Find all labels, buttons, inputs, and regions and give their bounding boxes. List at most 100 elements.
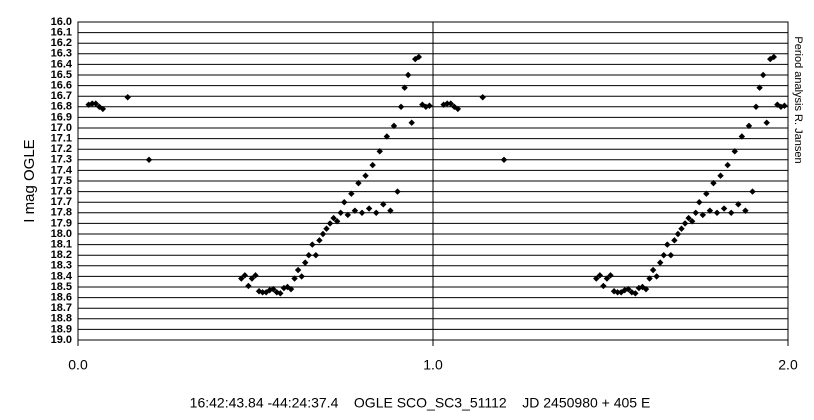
data-point xyxy=(309,241,316,248)
data-point xyxy=(270,285,277,293)
data-point xyxy=(383,133,391,140)
data-point xyxy=(671,237,678,244)
y-tick-label: 17.8 xyxy=(51,207,72,219)
data-point xyxy=(404,71,412,79)
y-tick-label: 18.3 xyxy=(51,260,72,272)
data-point xyxy=(444,100,451,107)
y-axis-title: I mag OGLE xyxy=(21,139,38,222)
data-point xyxy=(731,148,738,155)
y-tick-label: 18.5 xyxy=(51,281,72,293)
data-point xyxy=(699,211,706,219)
y-tick-label: 16.3 xyxy=(51,48,72,60)
y-tick-label: 16.6 xyxy=(51,80,72,92)
data-point xyxy=(351,207,359,214)
data-point xyxy=(248,275,256,282)
y-tick-label: 16.8 xyxy=(51,101,72,113)
data-point xyxy=(632,290,639,297)
data-point xyxy=(291,275,298,282)
x-tick-label: 2.0 xyxy=(778,357,798,373)
data-point xyxy=(688,218,696,225)
data-point xyxy=(728,209,735,216)
data-point xyxy=(415,53,422,61)
data-point xyxy=(759,71,767,79)
data-point xyxy=(397,103,405,110)
data-point xyxy=(362,172,369,179)
data-point xyxy=(752,103,760,110)
data-point xyxy=(735,201,742,208)
y-tick-label: 18.4 xyxy=(51,270,73,282)
data-point xyxy=(593,275,600,282)
data-point xyxy=(252,272,259,279)
data-point xyxy=(326,220,334,227)
data-point xyxy=(614,289,621,296)
data-point xyxy=(653,273,660,280)
y-tick-label: 16.7 xyxy=(51,90,72,102)
data-point xyxy=(781,102,788,109)
y-tick-label: 16.0 xyxy=(51,16,72,28)
data-point xyxy=(600,282,607,290)
y-tick-label: 19.0 xyxy=(51,334,72,346)
y-tick-label: 17.6 xyxy=(51,186,72,198)
data-point xyxy=(706,207,714,214)
data-point xyxy=(312,252,320,259)
data-point xyxy=(720,205,728,212)
data-point xyxy=(145,156,153,163)
y-tick-label: 17.7 xyxy=(51,196,72,208)
y-tick-label: 17.4 xyxy=(51,164,73,176)
y-tick-label: 18.2 xyxy=(51,249,72,261)
data-point xyxy=(454,105,462,113)
data-point xyxy=(696,199,703,206)
data-point xyxy=(316,237,323,244)
data-point xyxy=(667,252,675,259)
data-point xyxy=(369,161,376,169)
data-point xyxy=(390,122,398,130)
data-point xyxy=(777,103,785,110)
data-point xyxy=(380,201,387,208)
data-point xyxy=(738,133,746,140)
data-point xyxy=(610,288,618,295)
data-point xyxy=(625,285,632,293)
data-point xyxy=(365,205,373,212)
data-point xyxy=(703,190,710,197)
y-tick-label: 16.4 xyxy=(51,58,73,70)
data-point xyxy=(344,211,351,219)
data-point xyxy=(710,179,717,187)
data-point xyxy=(376,148,383,155)
side-note: Period analysis R. Jansen xyxy=(792,36,804,163)
data-point xyxy=(245,282,252,290)
data-point xyxy=(333,218,341,225)
data-point xyxy=(603,275,611,282)
data-point xyxy=(685,214,692,222)
data-point xyxy=(319,230,327,238)
data-point xyxy=(756,84,763,91)
data-point xyxy=(774,101,781,108)
data-point xyxy=(323,225,330,232)
y-tick-label: 18.7 xyxy=(51,302,72,314)
data-point xyxy=(717,172,724,179)
data-point xyxy=(294,266,302,274)
data-point xyxy=(387,207,394,214)
y-tick-label: 16.9 xyxy=(51,111,72,123)
data-point xyxy=(401,84,408,91)
data-point xyxy=(628,289,635,296)
y-tick-label: 17.3 xyxy=(51,154,72,166)
data-point xyxy=(763,119,770,126)
data-point xyxy=(99,105,107,113)
y-tick-label: 18.6 xyxy=(51,292,72,304)
y-tick-label: 18.0 xyxy=(51,228,72,240)
data-point xyxy=(287,285,295,293)
data-point xyxy=(447,100,454,107)
data-point xyxy=(692,209,699,216)
x-tick-label: 0.0 xyxy=(68,357,88,373)
data-point xyxy=(394,188,401,195)
data-point xyxy=(259,289,266,296)
data-point xyxy=(305,252,312,259)
y-tick-label: 16.2 xyxy=(51,37,72,49)
data-point xyxy=(92,100,99,107)
data-point xyxy=(348,190,355,197)
footer: 16:42:43.84 -44:24:37.4 OGLE SCO_SC3_511… xyxy=(190,395,651,411)
data-point xyxy=(355,179,362,187)
data-point xyxy=(681,220,689,227)
data-point xyxy=(358,209,366,216)
